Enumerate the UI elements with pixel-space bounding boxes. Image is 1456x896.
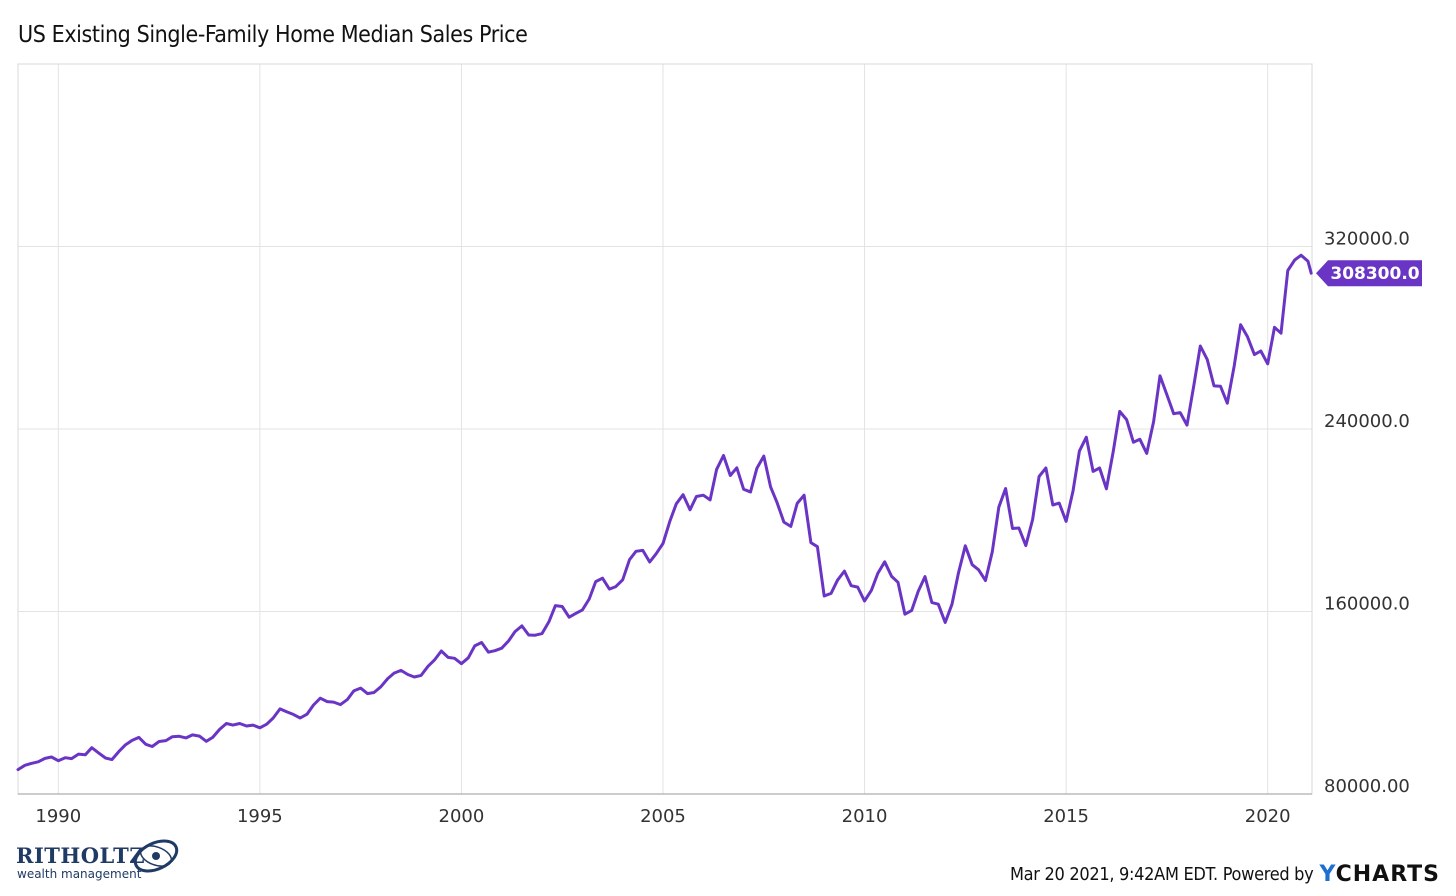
- x-tick-label: 2015: [1043, 806, 1089, 827]
- credit-text: Mar 20 2021, 9:42AM EDT. Powered by: [1009, 864, 1314, 885]
- series-line: [16, 253, 1313, 772]
- x-axis-labels: 1990 1995 2000 2005 2010 2015 2020: [35, 806, 1290, 827]
- badge-shape: [1316, 260, 1422, 287]
- y-tick-label: 240000.0: [1324, 411, 1410, 432]
- footer-credit: Mar 20 2021, 9:42AM EDT. Powered by YCHA…: [1010, 862, 1440, 887]
- ycharts-y: Y: [1319, 862, 1336, 887]
- last-value-label: 308300.0: [1330, 264, 1419, 284]
- gridlines: [18, 64, 1312, 794]
- ycharts-logo[interactable]: YCHARTS: [1319, 862, 1440, 887]
- ritholtz-emblem-icon: RITHOLTZ wealth management: [16, 839, 179, 881]
- x-tick-label: 1990: [35, 806, 81, 827]
- y-tick-label: 320000.0: [1324, 229, 1410, 250]
- y-axis-labels: 80000.00 160000.0 240000.0 320000.0: [1324, 229, 1410, 798]
- chart-title: US Existing Single-Family Home Median Sa…: [18, 22, 528, 48]
- x-tick-label: 2010: [842, 806, 888, 827]
- ycharts-rest: CHARTS: [1335, 862, 1440, 887]
- x-tick-label: 2020: [1245, 806, 1291, 827]
- y-tick-label: 80000.00: [1324, 776, 1410, 797]
- x-tick-label: 2005: [640, 806, 686, 827]
- y-tick-label: 160000.0: [1324, 594, 1410, 615]
- series-layer: [16, 253, 1313, 772]
- x-tick-label: 1995: [237, 806, 283, 827]
- ritholtz-logo: RITHOLTZ wealth management: [16, 836, 186, 886]
- x-tick-label: 2000: [439, 806, 485, 827]
- svg-text:RITHOLTZ: RITHOLTZ: [16, 843, 145, 868]
- svg-text:wealth management: wealth management: [17, 867, 142, 881]
- last-value-badge: 308300.0: [1316, 260, 1422, 287]
- plot-frame: [17, 63, 1313, 795]
